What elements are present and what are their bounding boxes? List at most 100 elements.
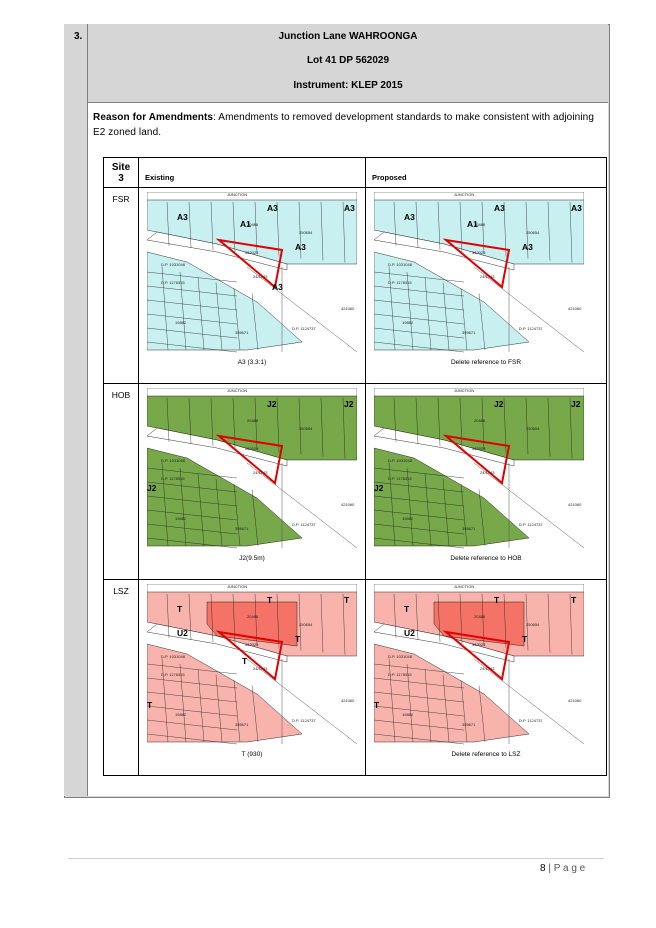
existing-caption-hob: J2(9.5m) bbox=[239, 555, 265, 562]
dp-label: 20488 bbox=[474, 222, 486, 227]
boundary-line bbox=[246, 658, 357, 745]
lot-line bbox=[251, 685, 259, 743]
lot-line bbox=[406, 271, 414, 351]
zone-code: J2 bbox=[571, 399, 581, 409]
page-label: | P a g e bbox=[545, 863, 586, 874]
lot-line bbox=[460, 680, 468, 743]
zone-code: T bbox=[374, 700, 380, 710]
lot-line bbox=[393, 397, 397, 442]
lot-line bbox=[179, 663, 187, 743]
lot-line bbox=[374, 299, 465, 311]
zone-code: A3 bbox=[267, 203, 278, 213]
lot-line bbox=[374, 691, 465, 703]
lot-line bbox=[147, 677, 238, 689]
lot-line bbox=[437, 593, 441, 643]
lot-line bbox=[459, 397, 463, 449]
lot-line bbox=[276, 201, 280, 257]
lot-line bbox=[197, 669, 205, 743]
lot-line bbox=[166, 397, 170, 442]
road-label: JUNCTION bbox=[454, 388, 474, 393]
lot-line bbox=[374, 481, 465, 493]
boundary-line bbox=[473, 658, 584, 745]
map-base bbox=[374, 388, 584, 549]
lot-line bbox=[406, 663, 414, 743]
lot-line bbox=[197, 473, 205, 547]
zone-code: T bbox=[295, 634, 301, 644]
amendment-header: Junction Lane WAHROONGA Lot 41 DP 562029… bbox=[88, 24, 608, 103]
proposed-map-fsr: Delete reference to FSR JUNCTION 562029 D.P… bbox=[365, 187, 607, 384]
dp-label: 250654 bbox=[526, 426, 540, 431]
zone-code: T bbox=[571, 595, 577, 605]
lot-line bbox=[478, 685, 486, 743]
lot-line bbox=[374, 663, 465, 675]
lot-line bbox=[251, 293, 259, 351]
lot-line bbox=[442, 478, 450, 547]
dp-label: D.P. 1031048 bbox=[161, 262, 186, 267]
zone-code: T bbox=[267, 595, 273, 605]
zone-code: A3 bbox=[571, 203, 582, 213]
lot-line bbox=[569, 201, 573, 263]
dp-label: 355671 bbox=[462, 722, 476, 727]
reserve-strip bbox=[147, 427, 288, 467]
zone-code: A3 bbox=[522, 242, 533, 252]
lot-line bbox=[342, 201, 346, 263]
lot-line bbox=[415, 593, 419, 641]
lot-line bbox=[166, 201, 170, 246]
lot-line bbox=[188, 201, 192, 249]
lot-line bbox=[232, 201, 236, 253]
item-number: 3. bbox=[74, 31, 83, 42]
lot-line bbox=[442, 282, 450, 351]
dp-label: D.P. 1178315 bbox=[388, 476, 412, 481]
reason-label: Reason for Amendments bbox=[93, 112, 214, 123]
boundary-line bbox=[473, 462, 584, 549]
dp-label: 20488 bbox=[247, 614, 259, 619]
lot-line bbox=[415, 397, 419, 445]
road-strip bbox=[374, 584, 584, 595]
zone-code: U2 bbox=[404, 628, 415, 638]
lot-line bbox=[188, 397, 192, 445]
lot-line bbox=[374, 537, 465, 549]
dp-label: 250654 bbox=[299, 426, 313, 431]
dp-label: 24/1743 bbox=[480, 470, 495, 475]
dp-label: D.P. 1031048 bbox=[161, 458, 186, 463]
dp-label: D.P. 1178315 bbox=[161, 280, 185, 285]
dp-label: D.P. 1178315 bbox=[161, 476, 185, 481]
lot-line bbox=[147, 299, 238, 311]
dp-label: 355671 bbox=[462, 330, 476, 335]
lot-line bbox=[547, 593, 551, 653]
lot-line bbox=[374, 341, 465, 353]
zone-code: U2 bbox=[177, 628, 188, 638]
lot-number-label: 562029 bbox=[472, 250, 486, 255]
page-footer: 8 | P a g e bbox=[540, 863, 585, 874]
lot-line bbox=[147, 719, 238, 731]
lot-line bbox=[161, 462, 169, 547]
dp-label: 19882 bbox=[175, 320, 187, 325]
lot-line bbox=[320, 201, 324, 261]
dp-label: 19882 bbox=[402, 320, 414, 325]
lot-line bbox=[147, 691, 238, 703]
dp-label: 355671 bbox=[235, 526, 249, 531]
existing-caption-lsz: T (930) bbox=[241, 751, 263, 758]
dp-label: 20488 bbox=[474, 418, 486, 423]
lot-line bbox=[161, 266, 169, 351]
zoning-map: JUNCTION 562029 D.P. 1031048 D.P. 1178315 19… bbox=[147, 388, 357, 549]
reason-text: : Amendments to removed development stan… bbox=[93, 112, 594, 138]
dp-label: 250654 bbox=[299, 230, 313, 235]
site-maps-table: Site 3 Existing Proposed FSR A3 (3.3:1) J… bbox=[103, 157, 607, 776]
lot-number-label: 562029 bbox=[245, 250, 259, 255]
proposed-header: Proposed bbox=[372, 173, 407, 182]
dp-label: 24/1743 bbox=[480, 666, 495, 671]
existing-map-fsr: A3 (3.3:1) JUNCTION 562029 D.P. 1031048 D.P.… bbox=[138, 187, 366, 384]
dp-label: D.P. 1031048 bbox=[161, 654, 186, 659]
lot-line bbox=[197, 277, 205, 351]
lot-line bbox=[188, 593, 192, 641]
zoning-map: JUNCTION 562029 D.P. 1031048 D.P. 1178315 19… bbox=[374, 584, 584, 745]
row-label-lsz: LSZ bbox=[103, 579, 139, 776]
lot-line bbox=[147, 313, 238, 325]
lot-line bbox=[374, 285, 465, 297]
lot-line bbox=[147, 495, 238, 507]
lot-line bbox=[210, 201, 214, 251]
boundary-line bbox=[246, 266, 357, 353]
zone-code: J2 bbox=[374, 483, 384, 493]
dp-label: 250654 bbox=[526, 622, 540, 627]
